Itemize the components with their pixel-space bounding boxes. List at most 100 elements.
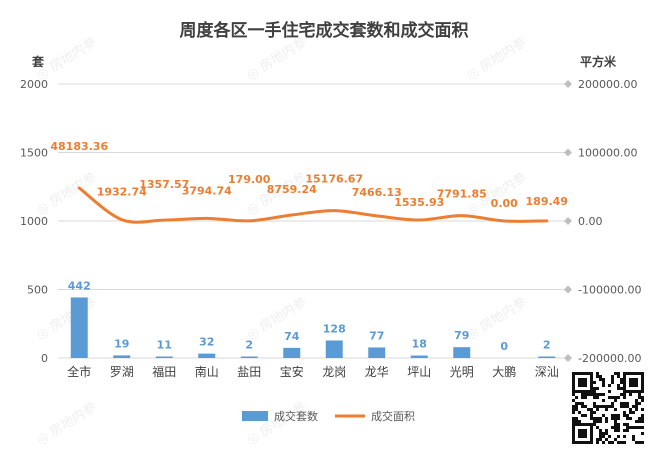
x-tick-label: 龙华 — [365, 365, 389, 379]
qr-module — [641, 432, 644, 435]
qr-module — [602, 393, 605, 396]
x-tick-label: 大鹏 — [492, 365, 516, 379]
y-right-tick-label: 0.00 — [578, 215, 603, 228]
qr-module — [605, 420, 608, 423]
qr-module — [635, 402, 638, 405]
x-tick-label: 坪山 — [407, 365, 431, 379]
y-right-tick-label: -200000.00 — [578, 352, 641, 365]
legend-label: 成交面积 — [371, 409, 415, 423]
x-tick-label: 福田 — [152, 364, 176, 379]
watermark-text: ◎ 房地内参 — [244, 399, 310, 448]
x-tick-label: 盐田 — [237, 365, 261, 379]
bar-data-label: 442 — [68, 279, 91, 292]
qr-module — [638, 441, 641, 444]
qr-module — [599, 429, 602, 432]
qr-module — [623, 393, 626, 396]
qr-module — [629, 417, 632, 420]
area-series-line — [77, 186, 549, 224]
qr-module — [605, 429, 608, 432]
qr-module — [620, 378, 623, 381]
qr-module — [605, 408, 608, 411]
qr-module — [599, 438, 602, 441]
qr-module — [638, 426, 641, 429]
x-tick-label: 龙岗 — [322, 365, 346, 379]
qr-module — [593, 390, 596, 393]
bar-data-label: 2 — [543, 339, 551, 352]
qr-module — [572, 417, 575, 420]
qr-module — [608, 441, 611, 444]
qr-module — [596, 372, 599, 375]
qr-module — [596, 438, 599, 441]
bar — [538, 356, 556, 358]
y-right-tick-marker — [564, 285, 572, 294]
qr-module — [581, 402, 584, 405]
legend-label: 成交套数 — [274, 409, 318, 423]
qr-module — [611, 375, 614, 378]
bar-data-label: 0 — [500, 340, 508, 353]
qr-module — [611, 378, 614, 381]
qr-module — [614, 429, 617, 432]
qr-module — [614, 426, 617, 429]
y-left-tick-label: 2000 — [20, 78, 48, 91]
watermark-text: ◎ 房地内参 — [244, 34, 310, 83]
qr-module — [635, 399, 638, 402]
qr-module — [635, 441, 638, 444]
qr-module — [620, 387, 623, 390]
qr-module — [584, 414, 587, 417]
qr-module — [602, 405, 605, 408]
qr-module — [584, 393, 587, 396]
data-labels: 442 19 11 32 2 74 128 77 18 79 0 2 48183.36 1932.7413… — [50, 140, 568, 353]
y-right-tick-marker — [564, 217, 572, 225]
qr-module — [590, 408, 593, 411]
y-right-axis-title: 平方米 — [580, 54, 617, 69]
qr-module — [572, 399, 575, 402]
qr-module — [599, 375, 602, 378]
qr-module — [593, 405, 596, 408]
qr-module — [638, 393, 641, 396]
line-data-label: 179.00 — [228, 173, 271, 186]
qr-module — [620, 393, 623, 396]
qr-module — [596, 426, 599, 429]
line-data-label: 7791.85 — [437, 188, 487, 201]
qr-module — [641, 420, 644, 423]
qr-module — [593, 402, 596, 405]
watermark-text: ◎ 房地内参 — [34, 294, 100, 343]
qr-module — [620, 405, 623, 408]
qr-module — [608, 405, 611, 408]
qr-module — [578, 411, 581, 414]
qr-module — [623, 396, 626, 399]
x-tick-label: 罗湖 — [110, 364, 134, 379]
qr-module — [623, 402, 626, 405]
legend-swatch-bar — [242, 411, 268, 421]
qr-module — [623, 411, 626, 414]
qr-module — [593, 423, 596, 426]
y-right-tick-label: -100000.00 — [578, 284, 641, 297]
qr-module — [614, 420, 617, 423]
qr-module — [641, 399, 644, 402]
qr-module — [602, 441, 605, 444]
qr-module — [596, 393, 599, 396]
qr-module — [617, 414, 620, 417]
y-right-tick-label: 200000.00 — [578, 78, 638, 91]
qr-module — [602, 381, 605, 384]
qr-module — [629, 426, 632, 429]
y-left-tick-label: 1500 — [20, 147, 48, 160]
qr-module — [638, 402, 641, 405]
qr-module — [611, 441, 614, 444]
qr-module — [596, 441, 599, 444]
qr-module — [614, 372, 617, 375]
x-tick-label: 全市 — [67, 364, 91, 379]
watermark-text: ◎ 房地内参 — [464, 294, 530, 343]
qr-module — [620, 402, 623, 405]
qr-module — [614, 399, 617, 402]
bar-data-label: 32 — [199, 336, 214, 349]
line-data-label: 0.00 — [491, 197, 518, 210]
qr-module — [635, 420, 638, 423]
qr-module — [608, 384, 611, 387]
qr-module — [605, 432, 608, 435]
line-data-label: 48183.36 — [50, 140, 108, 153]
bar-data-label: 18 — [412, 338, 427, 351]
qr-module — [626, 405, 629, 408]
qr-module — [617, 417, 620, 420]
